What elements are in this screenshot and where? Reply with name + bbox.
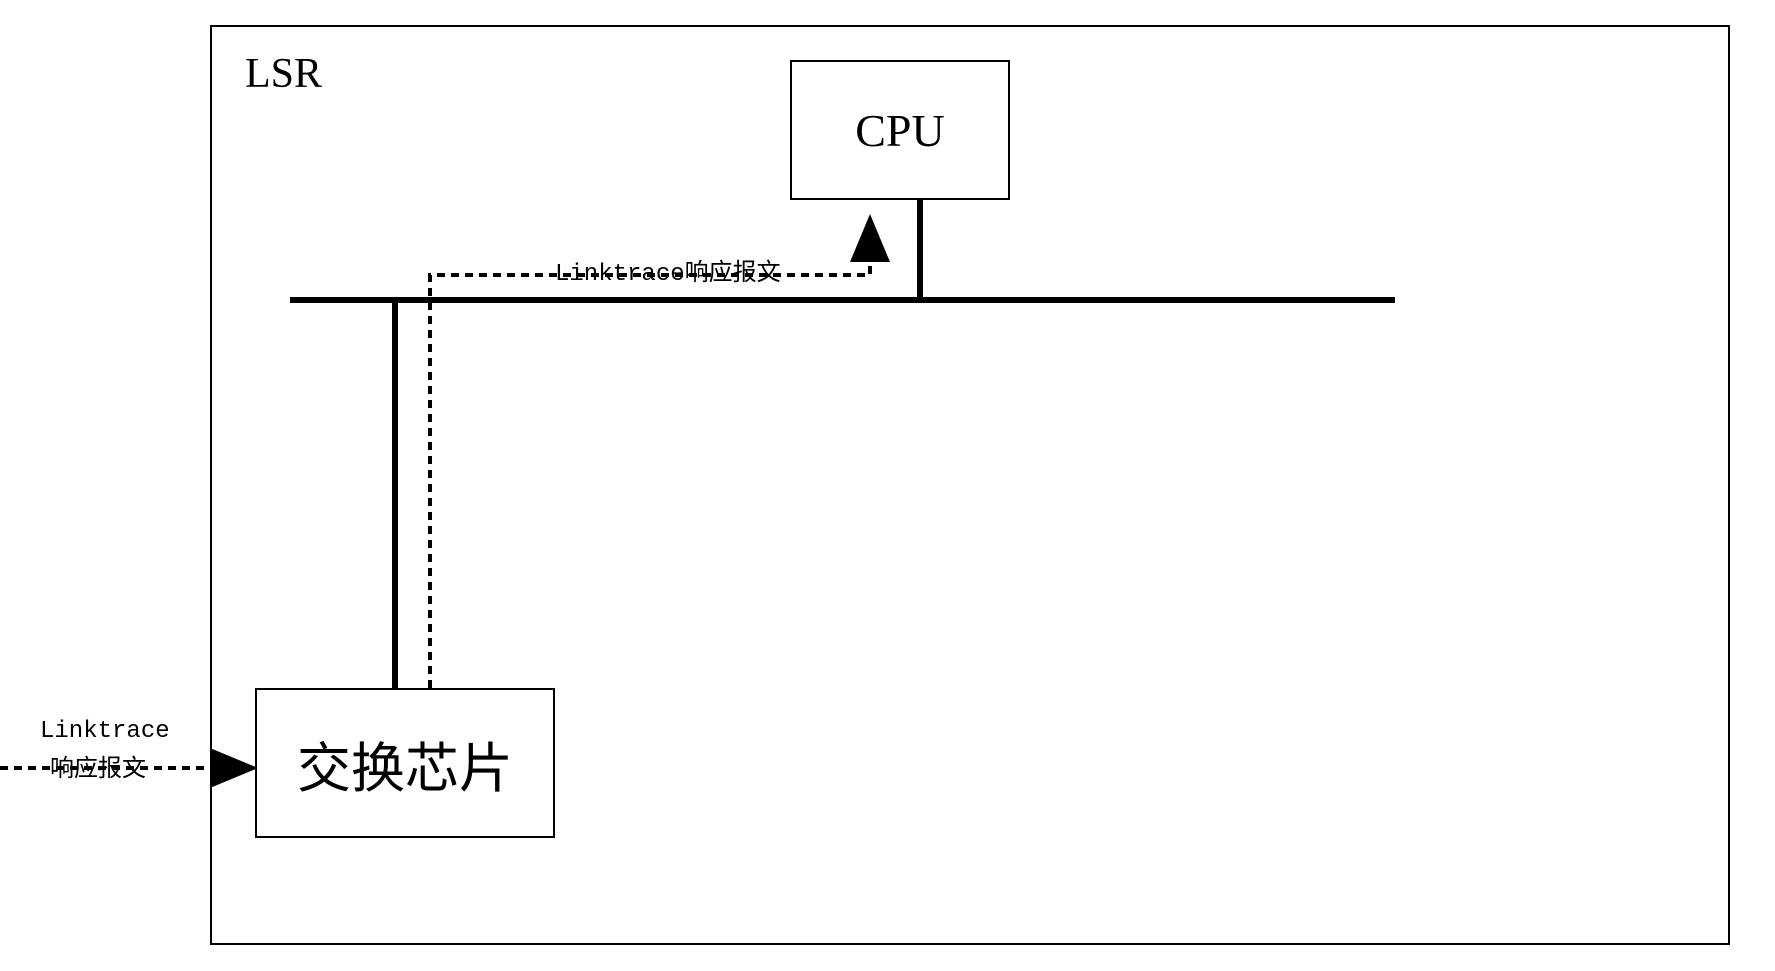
switch-chip-label: 交换芯片 [297, 724, 513, 803]
cpu-label: CPU [855, 104, 944, 157]
internal-path-label: Linktrace响应报文 [555, 252, 781, 288]
switch-chip-box: 交换芯片 [255, 688, 555, 838]
entry-label-top: Linktrace [40, 718, 170, 745]
cpu-box: CPU [790, 60, 1010, 200]
diagram-container: LSR CPU 交换芯片 Linktrace 响应报文 Linktrace响应报… [0, 0, 1775, 971]
lsr-label: LSR [245, 50, 322, 98]
entry-label-bottom: 响应报文 [50, 748, 146, 783]
